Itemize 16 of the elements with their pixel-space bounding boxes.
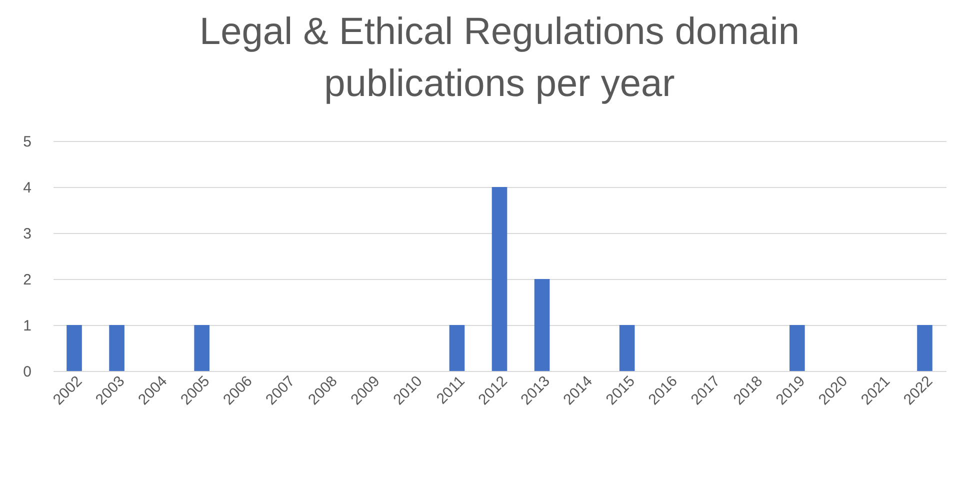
bar bbox=[790, 325, 805, 371]
y-tick-label: 2 bbox=[23, 272, 32, 288]
y-tick-label: 0 bbox=[23, 364, 32, 380]
bar bbox=[194, 325, 210, 371]
chart-title: Legal & Ethical Regulations domain publications per year bbox=[200, 11, 800, 105]
bar bbox=[917, 325, 932, 371]
bar bbox=[492, 187, 508, 371]
bar bbox=[66, 325, 82, 371]
bar bbox=[449, 325, 465, 371]
y-tick-label: 5 bbox=[23, 134, 32, 150]
y-tick-label: 3 bbox=[23, 226, 32, 242]
y-tick-label: 1 bbox=[23, 318, 32, 334]
bar bbox=[534, 279, 550, 371]
y-tick-label: 4 bbox=[23, 180, 32, 196]
bar bbox=[619, 325, 635, 371]
bar bbox=[109, 325, 124, 371]
